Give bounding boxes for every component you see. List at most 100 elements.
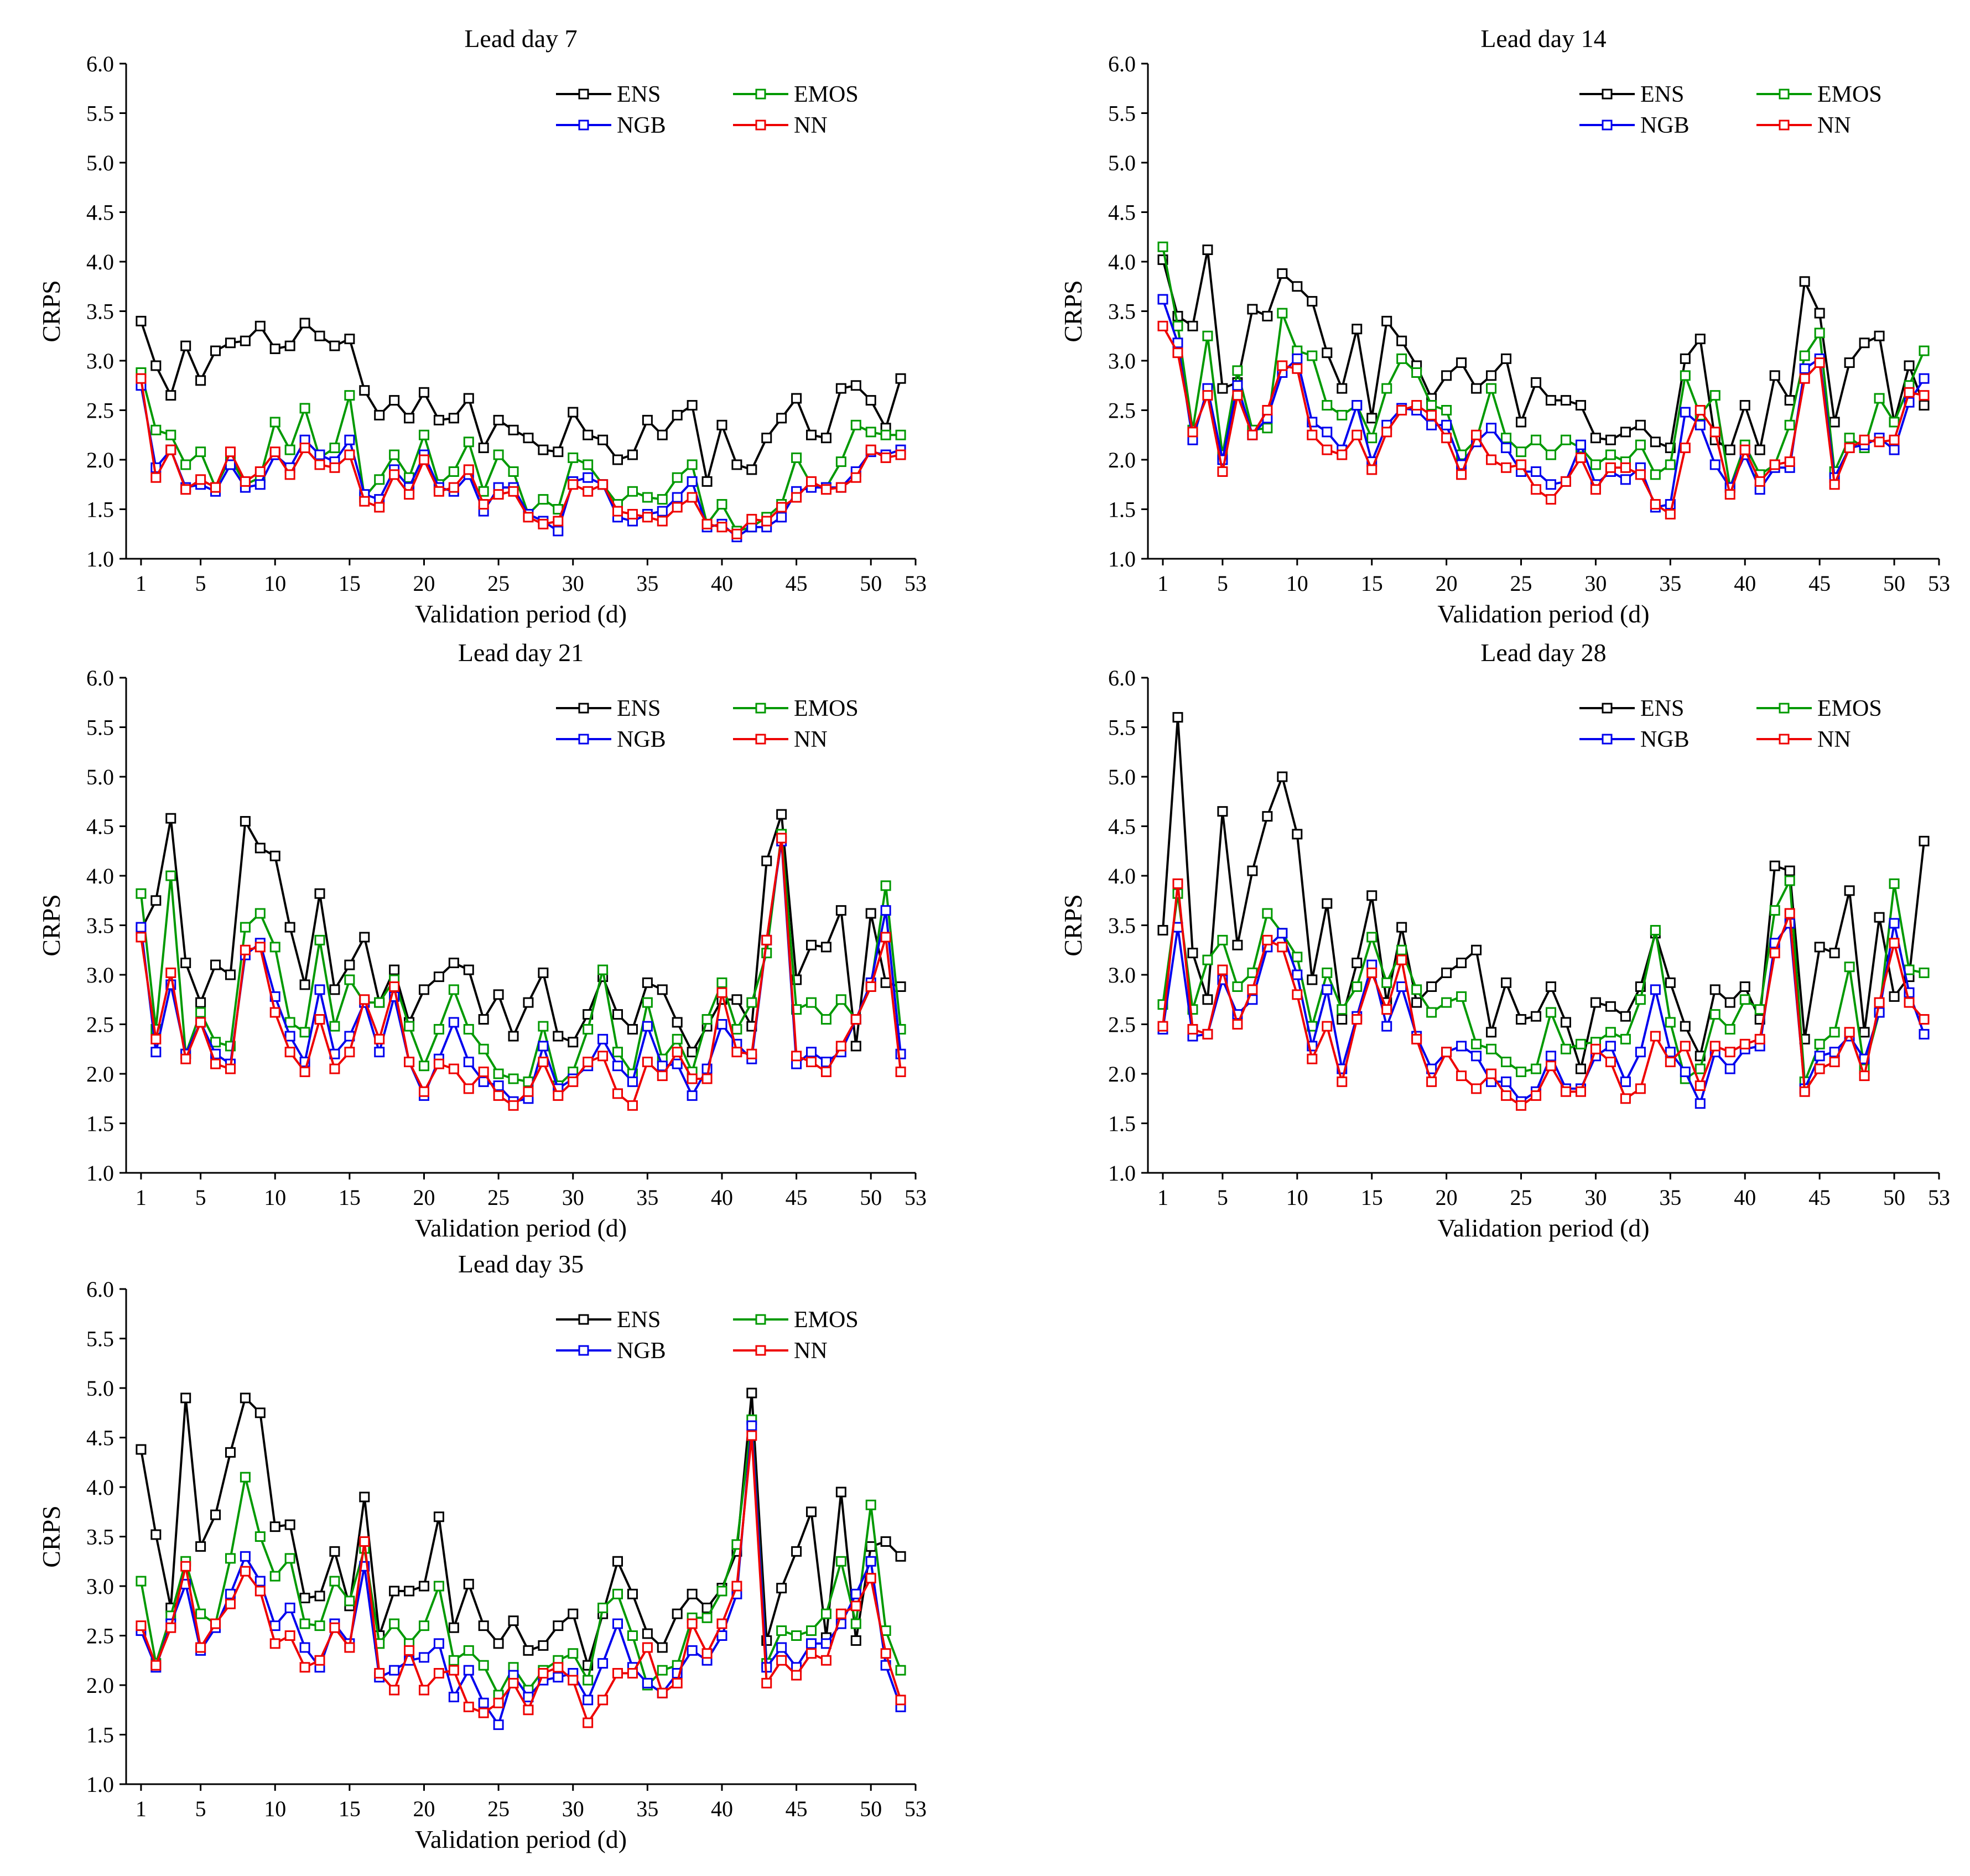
x-tick-label: 1 (136, 1796, 147, 1821)
data-point-ngb (1501, 443, 1512, 454)
data-point-emos (448, 1655, 459, 1666)
data-point-emos (1262, 908, 1273, 919)
data-point-ngb (1486, 423, 1497, 434)
data-point-nn (1844, 443, 1855, 454)
legend-label-ens: ENS (1640, 82, 1684, 107)
data-point-emos (433, 1581, 444, 1592)
data-point-nn (1904, 997, 1915, 1008)
data-point-ngb (478, 1076, 489, 1087)
data-point-ngb (299, 1642, 310, 1653)
data-point-nn (180, 1053, 191, 1064)
data-point-emos (1516, 446, 1527, 458)
data-point-emos (1590, 459, 1601, 470)
y-tick-label: 3.0 (86, 963, 114, 988)
chart-title: Lead day 7 (464, 24, 577, 53)
data-point-ens (1799, 276, 1810, 287)
data-point-ens (225, 337, 236, 349)
legend-marker-emos (755, 703, 766, 714)
data-point-emos (716, 499, 727, 510)
data-point-emos (1486, 1043, 1497, 1054)
data-point-ens (1486, 370, 1497, 381)
data-point-ens (776, 413, 787, 424)
data-point-ens (1560, 395, 1571, 406)
data-point-ens (568, 407, 579, 418)
y-axis-label: CRPS (1059, 894, 1087, 957)
data-point-ngb (1426, 419, 1437, 430)
data-point-ens (1202, 245, 1213, 256)
data-point-ens (687, 400, 698, 411)
data-point-ens (478, 1014, 489, 1025)
data-point-nn (880, 932, 891, 943)
data-point-nn (240, 1566, 251, 1577)
data-point-emos (314, 1620, 325, 1631)
data-point-emos (374, 997, 385, 1008)
data-point-nn (1396, 954, 1407, 965)
data-point-ens (299, 1592, 310, 1603)
legend-label-emos: EMOS (794, 696, 859, 721)
x-tick-label: 45 (786, 1796, 808, 1821)
data-point-ngb (1157, 294, 1168, 305)
chart-title: Lead day 21 (458, 638, 584, 667)
data-point-nn (269, 446, 280, 458)
data-point-ens (254, 843, 266, 854)
data-point-nn (254, 1586, 266, 1597)
chart-panel-1: 1.01.52.02.53.03.54.04.55.05.56.01 5 10 15 2… (37, 24, 927, 628)
data-point-ens (820, 942, 831, 953)
data-point-nn (612, 506, 623, 517)
data-point-emos (865, 1499, 876, 1510)
data-point-emos (820, 1014, 831, 1025)
data-point-nn (895, 449, 906, 460)
data-point-ens (1277, 268, 1288, 279)
data-point-ens (1322, 898, 1333, 909)
data-point-nn (627, 508, 638, 519)
data-point-nn (329, 1622, 340, 1633)
data-point-nn (344, 1047, 355, 1058)
data-point-ens (1545, 395, 1556, 406)
data-point-nn (1322, 444, 1333, 455)
series-ens (136, 809, 906, 1058)
data-point-emos (165, 870, 176, 881)
data-point-emos (1441, 997, 1452, 1008)
y-tick-label: 4.5 (86, 814, 114, 839)
data-point-nn (1426, 409, 1437, 420)
data-point-nn (418, 1685, 429, 1696)
data-point-ens (329, 984, 340, 995)
data-point-ens (240, 816, 251, 827)
x-tick-label: 15 (339, 571, 361, 596)
series-ens (1157, 245, 1930, 455)
data-point-nn (1874, 436, 1885, 448)
data-point-emos (538, 1021, 549, 1032)
data-point-ens (1874, 912, 1885, 923)
data-point-ens (806, 939, 817, 950)
data-point-nn (225, 1598, 236, 1609)
data-point-ens (433, 1511, 444, 1522)
series-line-nn (139, 378, 901, 536)
data-point-nn (1560, 476, 1571, 487)
data-point-nn (820, 484, 831, 495)
x-tick-label: 5 (195, 1796, 206, 1821)
data-point-ens (538, 967, 549, 978)
data-point-ens (895, 1551, 906, 1562)
series-line-nn (1162, 325, 1925, 516)
data-point-ens (359, 1492, 370, 1503)
data-point-emos (1665, 459, 1676, 470)
data-point-ens (1232, 939, 1243, 950)
y-tick-label: 5.0 (86, 1376, 114, 1401)
data-point-ens (344, 334, 355, 345)
data-point-ens (404, 413, 415, 424)
x-tick-label: 50 (1883, 1185, 1905, 1210)
series-line-nn (139, 837, 902, 1107)
data-point-nn (1829, 479, 1840, 490)
data-point-emos (1426, 1007, 1437, 1018)
legend-marker-ens (1602, 89, 1613, 100)
data-point-ens (1292, 829, 1303, 840)
data-point-nn (448, 1665, 459, 1676)
data-point-ngb (1889, 918, 1900, 929)
data-point-ngb (583, 1695, 594, 1706)
data-point-nn (895, 1695, 906, 1706)
data-point-nn (597, 479, 609, 490)
data-point-nn (1665, 508, 1676, 519)
data-point-ens (1575, 400, 1586, 411)
chart-panel-5: 1.01.52.02.53.03.54.04.55.05.56.01 5 10 15 2… (37, 1250, 927, 1853)
data-point-ngb (1620, 1076, 1631, 1087)
